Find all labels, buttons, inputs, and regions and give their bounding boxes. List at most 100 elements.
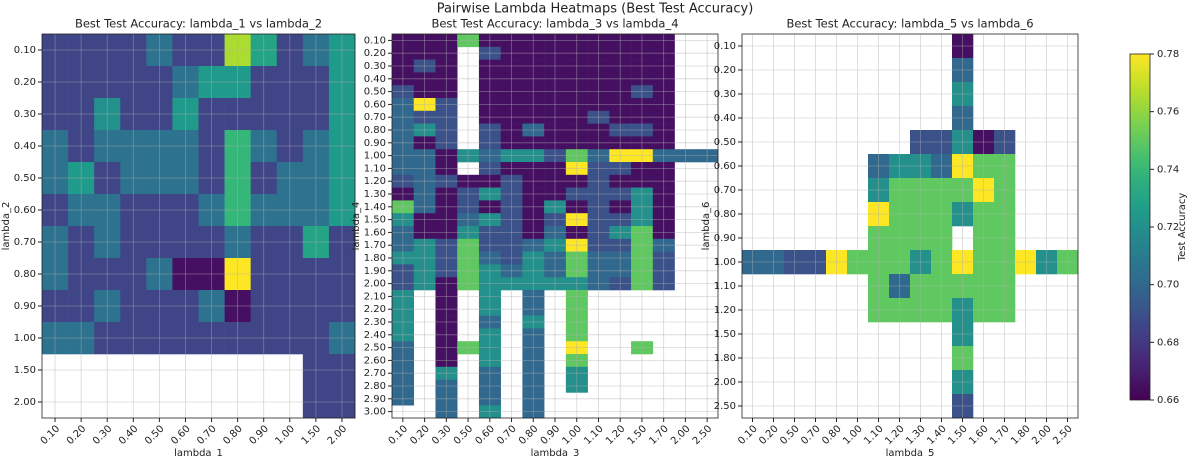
- x-tick-label: 0.10: [736, 423, 760, 447]
- x-tick-label: 1.50: [300, 423, 324, 447]
- y-tick-label: 1.50: [14, 365, 36, 376]
- y-tick-label: 1.00: [14, 333, 36, 344]
- x-tick-label: 1.30: [904, 423, 928, 447]
- x-axis-label: lambda_5: [886, 448, 935, 457]
- panel-title: Best Test Accuracy: lambda_3 vs lambda_4: [431, 17, 678, 31]
- x-tick-label: 0.70: [799, 423, 823, 447]
- y-tick-label: 1.00: [364, 151, 386, 162]
- y-tick-label: 2.90: [364, 394, 386, 405]
- y-tick-label: 1.50: [364, 215, 386, 226]
- y-tick-label: 1.70: [364, 240, 386, 251]
- colorbar-tick-label: 0.72: [1157, 222, 1179, 233]
- x-tick-label: 1.70: [988, 423, 1012, 447]
- y-tick-label: 2.50: [714, 401, 736, 412]
- y-tick-label: 0.90: [714, 233, 736, 244]
- figure-title: Pairwise Lambda Heatmaps (Best Test Accu…: [437, 2, 754, 17]
- y-tick-label: 0.80: [714, 209, 736, 220]
- x-tick-label: 0.50: [452, 423, 476, 447]
- y-tick-label: 1.40: [364, 202, 386, 213]
- x-tick-label: 2.50: [1051, 423, 1075, 447]
- y-tick-label: 0.70: [364, 112, 386, 123]
- x-tick-label: 0.90: [247, 423, 271, 447]
- y-tick-label: 1.10: [364, 163, 386, 174]
- colorbar-tick-label: 0.68: [1157, 337, 1179, 348]
- x-tick-label: 2.00: [1030, 423, 1054, 447]
- y-tick-label: 0.30: [14, 109, 36, 120]
- x-tick-label: 0.60: [169, 423, 193, 447]
- x-tick-label: 1.00: [560, 423, 584, 447]
- y-tick-label: 1.20: [364, 176, 386, 187]
- y-tick-label: 0.80: [14, 269, 36, 280]
- y-tick-label: 1.60: [364, 227, 386, 238]
- y-tick-label: 1.50: [714, 329, 736, 340]
- colorbar-tick-label: 0.74: [1157, 164, 1179, 175]
- y-tick-label: 1.20: [714, 305, 736, 316]
- x-tick-label: 0.20: [757, 423, 781, 447]
- y-tick-label: 0.40: [14, 141, 36, 152]
- y-tick-label: 0.40: [364, 74, 386, 85]
- y-tick-label: 0.50: [14, 173, 36, 184]
- colorbar: [1129, 53, 1151, 401]
- y-tick-label: 2.40: [364, 330, 386, 341]
- x-tick-label: 2.00: [326, 423, 350, 447]
- x-tick-label: 0.10: [387, 423, 411, 447]
- x-tick-label: 2.50: [691, 423, 715, 447]
- y-tick-label: 1.10: [714, 281, 736, 292]
- x-tick-label: 1.00: [274, 423, 298, 447]
- panel-title: Best Test Accuracy: lambda_1 vs lambda_2: [75, 17, 322, 31]
- plot-frame: [41, 33, 356, 419]
- x-tick-label: 0.20: [408, 423, 432, 447]
- x-tick-label: 0.10: [39, 423, 63, 447]
- x-tick-label: 1.80: [1009, 423, 1033, 447]
- colorbar-label: Test Accuracy: [1177, 193, 1188, 263]
- y-tick-label: 3.00: [364, 407, 386, 418]
- x-tick-label: 0.20: [65, 423, 89, 447]
- x-tick-label: 0.50: [778, 423, 802, 447]
- y-tick-label: 0.50: [714, 137, 736, 148]
- y-tick-label: 0.70: [714, 185, 736, 196]
- y-tick-label: 0.20: [714, 65, 736, 76]
- y-tick-label: 0.30: [714, 89, 736, 100]
- panel-title: Best Test Accuracy: lambda_5 vs lambda_6: [786, 17, 1033, 31]
- y-axis-label: lambda_6: [701, 202, 712, 251]
- x-tick-label: 0.50: [143, 423, 167, 447]
- y-tick-label: 0.10: [14, 45, 36, 56]
- x-tick-label: 1.00: [841, 423, 865, 447]
- x-tick-label: 1.10: [862, 423, 886, 447]
- y-tick-label: 0.20: [364, 48, 386, 59]
- y-tick-label: 2.00: [714, 377, 736, 388]
- y-tick-label: 0.70: [14, 237, 36, 248]
- y-axis-label: lambda_2: [1, 202, 12, 251]
- y-tick-label: 1.90: [364, 266, 386, 277]
- y-tick-label: 0.20: [14, 77, 36, 88]
- x-tick-label: 0.60: [474, 423, 498, 447]
- y-tick-label: 1.80: [714, 353, 736, 364]
- y-tick-label: 0.50: [364, 87, 386, 98]
- y-tick-label: 0.30: [364, 61, 386, 72]
- colorbar-tick-label: 0.76: [1157, 107, 1179, 118]
- x-tick-label: 0.70: [495, 423, 519, 447]
- colorbar-tick-label: 0.66: [1157, 395, 1179, 406]
- y-axis-label: lambda_4: [351, 202, 362, 251]
- x-tick-label: 0.40: [117, 423, 141, 447]
- y-tick-label: 1.00: [714, 257, 736, 268]
- x-tick-label: 1.60: [967, 423, 991, 447]
- y-tick-label: 2.80: [364, 381, 386, 392]
- y-tick-label: 2.00: [14, 397, 36, 408]
- y-tick-label: 0.60: [14, 205, 36, 216]
- y-tick-label: 1.80: [364, 253, 386, 264]
- x-axis-label: lambda_3: [531, 448, 580, 457]
- x-tick-label: 1.20: [883, 423, 907, 447]
- y-tick-label: 0.60: [364, 99, 386, 110]
- y-tick-label: 0.60: [714, 161, 736, 172]
- y-tick-label: 0.90: [364, 138, 386, 149]
- x-tick-label: 0.30: [430, 423, 454, 447]
- y-tick-label: 2.50: [364, 343, 386, 354]
- x-tick-label: 0.80: [820, 423, 844, 447]
- x-tick-label: 0.30: [91, 423, 115, 447]
- x-tick-label: 0.70: [195, 423, 219, 447]
- y-tick-label: 0.90: [14, 301, 36, 312]
- y-tick-label: 0.40: [714, 113, 736, 124]
- y-tick-label: 2.60: [364, 355, 386, 366]
